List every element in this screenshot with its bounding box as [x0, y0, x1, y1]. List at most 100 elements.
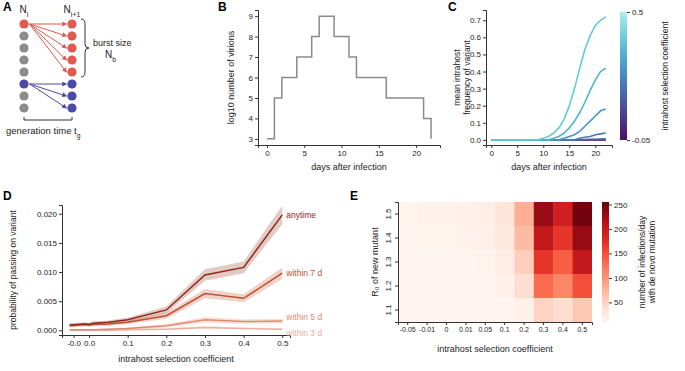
tick-label: 0.5 — [577, 326, 587, 333]
colorbar — [620, 12, 627, 140]
tick-label: -0.01 — [419, 326, 435, 333]
tick-mark — [627, 140, 630, 141]
cell — [476, 274, 496, 299]
diagram-label: Ni+1 — [64, 4, 81, 18]
tick-label: -0.0 — [67, 339, 81, 348]
cell — [398, 274, 418, 299]
series-label: within 5 d — [285, 312, 322, 322]
cell — [495, 226, 515, 251]
tick-label: 0.020 — [37, 210, 58, 219]
tick: 0.4 — [239, 335, 251, 348]
cell — [437, 298, 457, 322]
arrows — [30, 24, 67, 108]
tick-label: 50 — [614, 298, 623, 307]
tick-label: 0.010 — [37, 268, 58, 277]
tick-mark — [483, 140, 486, 141]
tick-label: 0.0 — [84, 339, 96, 348]
tick: 0.020 — [37, 210, 62, 219]
tick: 0.4 — [470, 68, 486, 77]
cell — [534, 274, 554, 299]
cell — [19, 31, 28, 40]
brace — [81, 19, 89, 77]
cell — [417, 274, 437, 299]
tick: 0.1 — [123, 335, 135, 348]
axis-label: probability of passing on variant — [8, 210, 18, 330]
axis-label: mean intrahost — [452, 49, 462, 106]
cell — [19, 103, 28, 112]
figure-svg: ANiNi+1burst sizeNbgeneration time tgB05… — [0, 0, 685, 371]
tick-mark — [267, 145, 268, 148]
cell — [476, 226, 496, 251]
tick-mark — [609, 204, 612, 205]
line — [491, 17, 606, 140]
arrow — [30, 24, 67, 25]
tick-mark — [342, 145, 343, 148]
cell — [67, 91, 76, 100]
tick-mark — [59, 272, 62, 273]
tick-label: 20 — [412, 149, 421, 158]
cell — [553, 250, 573, 275]
tick-mark — [59, 301, 62, 302]
tick-label: 7 — [249, 53, 254, 62]
tick-label: 200 — [614, 225, 628, 234]
arrow — [30, 24, 67, 60]
tick-label: 5 — [516, 149, 521, 158]
tick-mark — [205, 335, 206, 338]
tick: 0.5 — [577, 322, 587, 333]
tick: 1.5 — [384, 208, 398, 220]
tick: 1.2 — [384, 280, 398, 292]
tick: 0.2 — [470, 102, 486, 111]
tick-mark — [255, 98, 258, 99]
label-sub: i — [27, 11, 29, 18]
arrow — [30, 24, 67, 72]
tick: 0.000 — [37, 326, 62, 335]
tick-label: 8 — [249, 33, 254, 42]
tick-mark — [395, 238, 398, 239]
tick-label: 0.4 — [239, 339, 251, 348]
cell — [534, 202, 554, 227]
tick-mark — [483, 20, 486, 21]
tick-mark — [543, 322, 544, 325]
tick: 0.1 — [500, 322, 510, 333]
tick: 9 — [249, 12, 258, 21]
axis-label: number of infections/day — [637, 215, 647, 308]
panel-label: D — [3, 189, 12, 203]
tick-label: 150 — [614, 249, 628, 258]
tick-mark — [569, 145, 570, 148]
cell — [456, 250, 476, 275]
tick: 0.2 — [161, 335, 173, 348]
line — [491, 109, 606, 140]
tick-mark — [166, 335, 167, 338]
cell — [553, 226, 573, 251]
axis: 1.51.41.31.21.1 — [384, 203, 399, 323]
tick-label: 9 — [249, 12, 254, 21]
tick-label: 0.2 — [161, 339, 173, 348]
tick-mark — [504, 322, 505, 325]
tick: 0.005 — [37, 297, 62, 306]
cell — [67, 19, 76, 28]
cell — [398, 202, 418, 227]
tick: 20 — [591, 145, 600, 158]
figure: ANiNi+1burst sizeNbgeneration time tgB05… — [0, 0, 685, 371]
diagram-label: burst size — [93, 38, 132, 48]
tick: 1.3 — [384, 256, 398, 268]
axis: 50100150200250 — [609, 201, 628, 323]
tick-label: 0.000 — [37, 326, 58, 335]
tick: 0.01 — [459, 322, 473, 333]
tick: 8 — [249, 33, 258, 42]
cell — [495, 250, 515, 275]
tick-mark — [483, 106, 486, 107]
cell — [67, 103, 76, 112]
cell — [495, 274, 515, 299]
tick-label: 5 — [249, 94, 254, 103]
tick-mark — [609, 278, 612, 279]
cell — [514, 202, 534, 227]
cell — [476, 202, 496, 227]
tick-mark — [483, 89, 486, 90]
tick: 0.2 — [519, 322, 529, 333]
tick: 0.6 — [470, 33, 486, 42]
label-sub: b — [112, 56, 116, 63]
label-main: N — [64, 4, 71, 15]
cell — [573, 298, 592, 322]
cell — [476, 298, 496, 322]
